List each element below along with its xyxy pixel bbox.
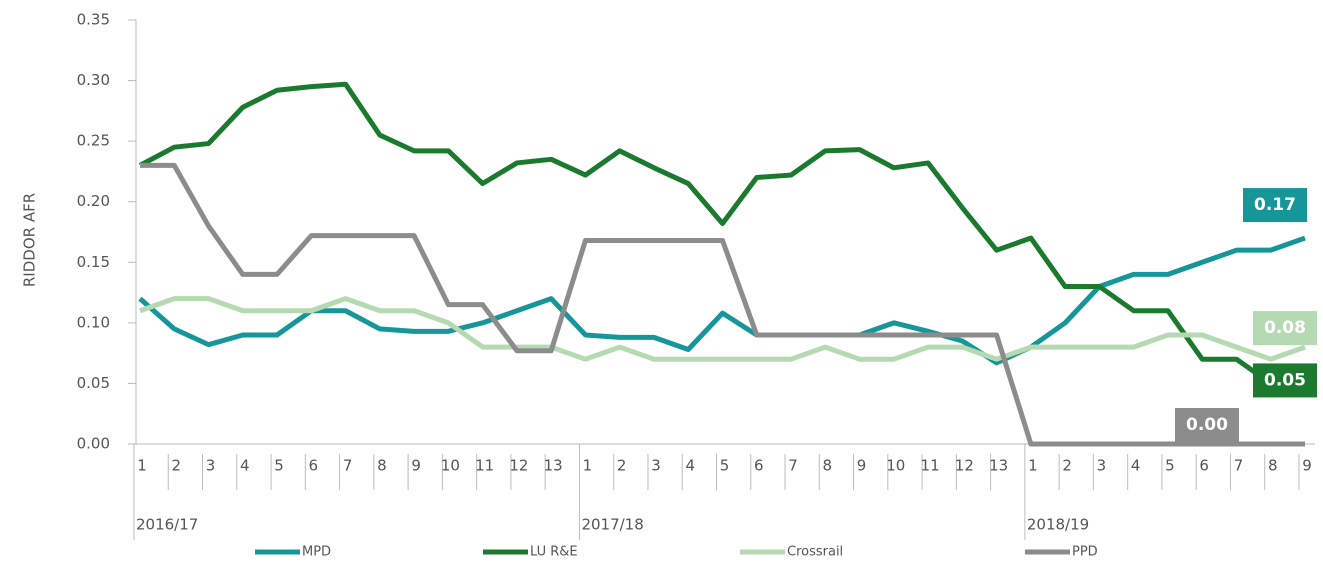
x-tick-label: 5 — [274, 457, 284, 475]
x-tick-label: 6 — [309, 457, 319, 475]
y-axis-label: RIDDOR AFR — [21, 193, 39, 287]
x-tick-label: 1 — [137, 457, 147, 475]
x-tick-label: 12 — [955, 457, 974, 475]
x-tick-label: 6 — [1199, 457, 1209, 475]
x-tick-label: 13 — [989, 457, 1008, 475]
x-tick-label: 1 — [583, 457, 593, 475]
end-label-box — [1253, 311, 1317, 346]
x-tick-label: 4 — [685, 457, 695, 475]
end-label: 0.00 — [1186, 415, 1228, 435]
group-label: 2018/19 — [1027, 516, 1089, 534]
x-tick-label: 7 — [343, 457, 353, 475]
y-tick-label: 0.30 — [77, 71, 110, 89]
x-tick-label: 11 — [475, 457, 494, 475]
x-tick-label: 4 — [240, 457, 250, 475]
x-tick-label: 8 — [1268, 457, 1278, 475]
end-label: 0.17 — [1254, 195, 1296, 215]
x-tick-label: 9 — [411, 457, 421, 475]
series-line — [139, 296, 1306, 362]
y-tick-label: 0.20 — [77, 192, 110, 210]
legend-label: PPD — [1072, 545, 1098, 560]
group-label: 2017/18 — [581, 516, 643, 534]
series-line — [138, 81, 1305, 386]
x-tick-label: 7 — [1234, 457, 1244, 475]
y-tick-label: 0.05 — [77, 374, 110, 392]
x-tick-label: 1 — [1028, 457, 1038, 475]
x-tick-label: 3 — [206, 457, 216, 475]
x-tick-label: 9 — [1302, 457, 1312, 475]
legend-label: Crossrail — [787, 545, 843, 560]
y-tick-label: 0.35 — [77, 11, 110, 29]
end-label-box — [1243, 188, 1307, 223]
group-label: 2016/17 — [136, 516, 198, 534]
legend-label: LU R&E — [530, 545, 578, 560]
legend-label: MPD — [302, 545, 331, 560]
x-tick-label: 6 — [754, 457, 764, 475]
x-tick-label: 2 — [171, 457, 181, 475]
x-tick-label: 10 — [441, 457, 460, 475]
x-tick-label: 9 — [857, 457, 867, 475]
y-tick-label: 0.10 — [77, 313, 110, 331]
x-tick-label: 10 — [886, 457, 905, 475]
x-tick-label: 2 — [1062, 457, 1072, 475]
end-label-box — [1175, 408, 1239, 442]
series-line — [138, 235, 1306, 366]
series-line — [140, 162, 1305, 447]
end-label-box — [1253, 363, 1317, 398]
end-label: 0.05 — [1264, 370, 1306, 390]
x-tick-label: 3 — [1097, 457, 1107, 475]
y-tick-label: 0.00 — [77, 435, 110, 453]
x-tick-label: 4 — [1131, 457, 1141, 475]
x-tick-label: 5 — [1165, 457, 1175, 475]
end-label: 0.08 — [1264, 318, 1306, 338]
x-tick-label: 13 — [544, 457, 563, 475]
x-tick-label: 3 — [651, 457, 661, 475]
x-tick-label: 2 — [617, 457, 627, 475]
y-tick-label: 0.25 — [77, 132, 110, 150]
x-tick-label: 11 — [921, 457, 940, 475]
x-tick-label: 12 — [509, 457, 528, 475]
x-tick-label: 7 — [788, 457, 798, 475]
x-tick-label: 8 — [377, 457, 387, 475]
y-tick-label: 0.15 — [77, 253, 110, 271]
x-tick-label: 8 — [823, 457, 833, 475]
x-tick-label: 5 — [720, 457, 730, 475]
